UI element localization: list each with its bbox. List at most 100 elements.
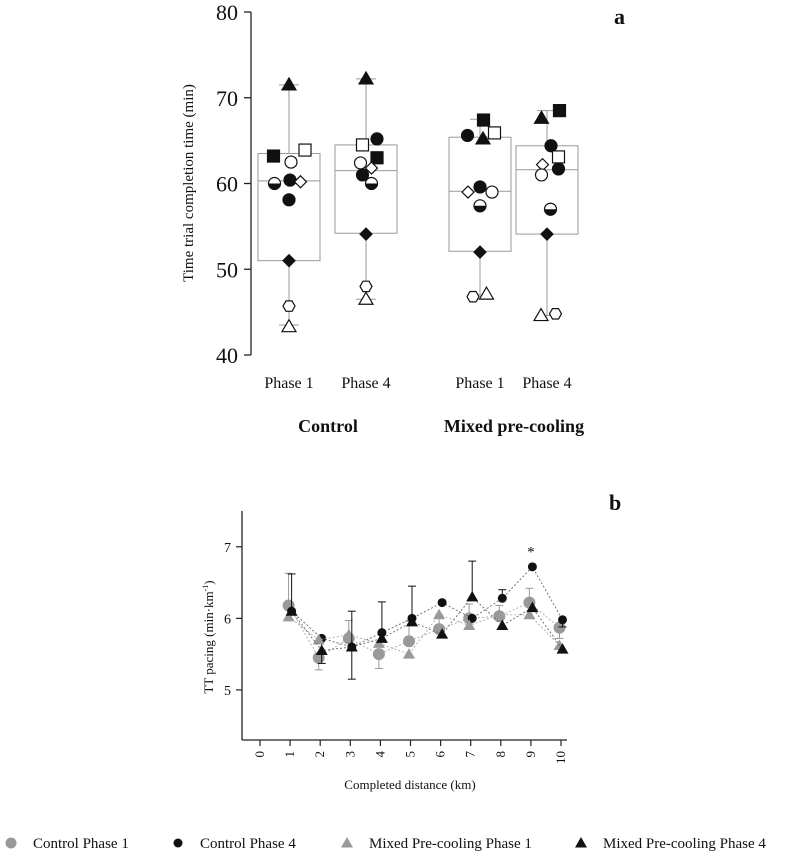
point-circle-open — [485, 185, 499, 199]
point-square-open — [487, 126, 502, 140]
series-mixed-pre-cooling-phase-1 — [282, 608, 566, 659]
panel-a-y-ticks: 40 50 60 70 80 — [216, 0, 251, 368]
legend: Control Phase 1 Control Phase 4 Mixed Pre-… — [5, 836, 766, 852]
series-line — [288, 614, 560, 655]
x-tick-label: 7 — [463, 751, 478, 758]
box-control-phase-4 — [334, 70, 398, 305]
legend-marker — [341, 837, 353, 848]
point-triangle-filled — [357, 70, 375, 85]
data-point-triangle — [436, 628, 449, 639]
legend-marker — [5, 837, 17, 849]
legend-item-mixed-pre-cooling-phase-4: Mixed Pre-cooling Phase 4 — [575, 836, 766, 852]
data-point-triangle — [523, 608, 536, 620]
x-tick-label: 6 — [433, 751, 448, 758]
group-label-mixed-pre-cooling: Mixed pre-cooling — [444, 416, 584, 436]
point-circle-filled — [460, 128, 475, 143]
panel-a-y-label: Time trial completion time (min) — [181, 84, 197, 282]
point-diamond-open — [293, 174, 308, 189]
y-tick-label: 6 — [224, 612, 231, 627]
point-hexagon-open — [359, 280, 373, 293]
panel-b-y-ticks: 5 6 7 — [224, 541, 242, 699]
box-control-phase-1 — [257, 76, 321, 333]
series-control-phase-4 — [287, 562, 567, 680]
point-circle-half — [473, 199, 487, 213]
panel-a-label: a — [614, 4, 625, 29]
point-circle-half — [543, 202, 558, 216]
x-tick-label: 4 — [372, 751, 387, 758]
point-hexagon-open — [548, 308, 563, 320]
data-point-triangle — [433, 608, 446, 620]
x-tick-label: Phase 4 — [341, 375, 390, 392]
box-iqr — [448, 136, 512, 252]
data-point-triangle — [463, 619, 476, 630]
data-point-circle — [437, 598, 447, 608]
data-point-circle — [372, 648, 385, 661]
x-tick-label: 9 — [523, 751, 538, 758]
legend-label: Mixed Pre-cooling Phase 1 — [369, 836, 532, 852]
data-point-triangle — [406, 615, 418, 627]
group-label-control: Control — [298, 416, 358, 436]
y-tick-label: 5 — [224, 684, 231, 699]
data-point-triangle — [342, 628, 355, 640]
x-tick-label: 5 — [403, 751, 418, 758]
point-square-filled — [370, 151, 384, 165]
data-point-triangle — [466, 590, 479, 602]
legend-item-mixed-pre-cooling-phase-1: Mixed Pre-cooling Phase 1 — [341, 836, 532, 852]
box-mixed-pre-cooling-phase-4 — [515, 104, 579, 322]
y-tick-label: 70 — [216, 86, 238, 111]
y-tick-label: 7 — [224, 541, 231, 556]
box-iqr — [257, 152, 321, 262]
legend-item-control-phase-4: Control Phase 4 — [173, 836, 296, 852]
point-circle-filled — [370, 132, 384, 146]
point-hexagon-open — [282, 300, 296, 312]
point-circle-half — [267, 176, 282, 191]
x-tick-label: Phase 4 — [522, 375, 571, 392]
point-triangle-open — [357, 291, 375, 305]
x-tick-label: 10 — [553, 751, 568, 764]
point-square-open — [355, 138, 370, 152]
legend-marker — [173, 838, 183, 848]
point-triangle-filled — [474, 130, 492, 145]
x-tick-label: 8 — [493, 751, 508, 758]
series-control-phase-1 — [282, 572, 566, 671]
point-circle-open — [534, 168, 549, 182]
x-tick-label: 1 — [282, 751, 297, 758]
point-square-filled — [552, 104, 567, 118]
point-circle-filled — [283, 173, 297, 187]
point-circle-open — [284, 155, 298, 169]
x-tick-label: 3 — [342, 751, 357, 758]
box-iqr — [334, 144, 398, 234]
series-line — [291, 596, 563, 652]
panel-b-x-ticks: 0 1 2 3 4 5 6 7 8 9 10 — [252, 740, 568, 764]
panel-b-y-label: TT pacing (min·km-1) — [201, 580, 216, 693]
panel-b: b 567 0 1 2 3 4 5 6 7 8 9 10 TT pacing (min·km-1) … — [201, 490, 621, 792]
point-circle-filled — [544, 139, 558, 153]
y-tick-label: 60 — [216, 172, 238, 197]
point-circle-filled — [282, 193, 296, 207]
legend-marker — [575, 837, 587, 848]
point-diamond-open — [461, 185, 475, 199]
box-mixed-pre-cooling-phase-1 — [448, 113, 512, 303]
data-point-triangle — [403, 648, 415, 659]
panel-a: a 40 50 60 70 80 Time trial completion time … — [181, 0, 625, 436]
point-square-open — [551, 150, 566, 164]
panel-b-series — [282, 560, 569, 680]
point-diamond-filled — [540, 227, 554, 241]
point-square-filled — [476, 113, 491, 127]
data-point-circle — [403, 635, 415, 648]
point-hexagon-open — [466, 290, 480, 303]
series-mixed-pre-cooling-phase-4 — [285, 560, 569, 656]
data-point-triangle — [315, 644, 328, 656]
point-circle-open — [353, 156, 368, 170]
data-point-triangle — [282, 610, 295, 622]
data-point-triangle — [496, 619, 509, 630]
data-point-triangle — [526, 601, 539, 613]
panel-b-x-label: Completed distance (km) — [344, 777, 475, 792]
point-circle-filled — [355, 168, 370, 182]
point-triangle-open — [478, 285, 495, 300]
point-triangle-filled — [533, 110, 550, 124]
point-triangle-open — [280, 318, 298, 333]
data-point-circle — [467, 613, 477, 623]
panel-a-x-labels: Phase 1 Phase 4 Phase 1 Phase 4 — [264, 375, 571, 392]
